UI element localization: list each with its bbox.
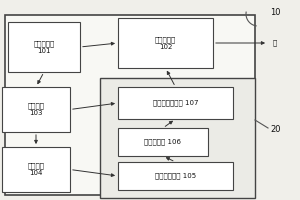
Text: 模数转换单元 105: 模数转换单元 105	[155, 173, 196, 179]
Bar	[118, 87, 233, 119]
Bar	[118, 162, 233, 190]
Bar	[118, 128, 208, 156]
Text: 逆变器单元
102: 逆变器单元 102	[155, 36, 176, 50]
Text: 外: 外	[273, 40, 277, 46]
Text: 监测单元
103: 监测单元 103	[28, 103, 44, 116]
Bar	[5, 15, 255, 195]
Bar	[100, 78, 255, 198]
Bar	[2, 87, 70, 132]
Bar	[8, 22, 80, 72]
Bar	[118, 18, 213, 68]
Text: 逆变器切离模块 107: 逆变器切离模块 107	[153, 100, 198, 106]
Text: 处理器单元 106: 处理器单元 106	[145, 139, 182, 145]
Text: 蓄电池单元
101: 蓄电池单元 101	[33, 40, 55, 54]
Text: 10: 10	[270, 8, 280, 17]
Text: 采样单元
104: 采样单元 104	[28, 163, 44, 176]
Text: 20: 20	[270, 126, 280, 134]
Bar	[2, 147, 70, 192]
